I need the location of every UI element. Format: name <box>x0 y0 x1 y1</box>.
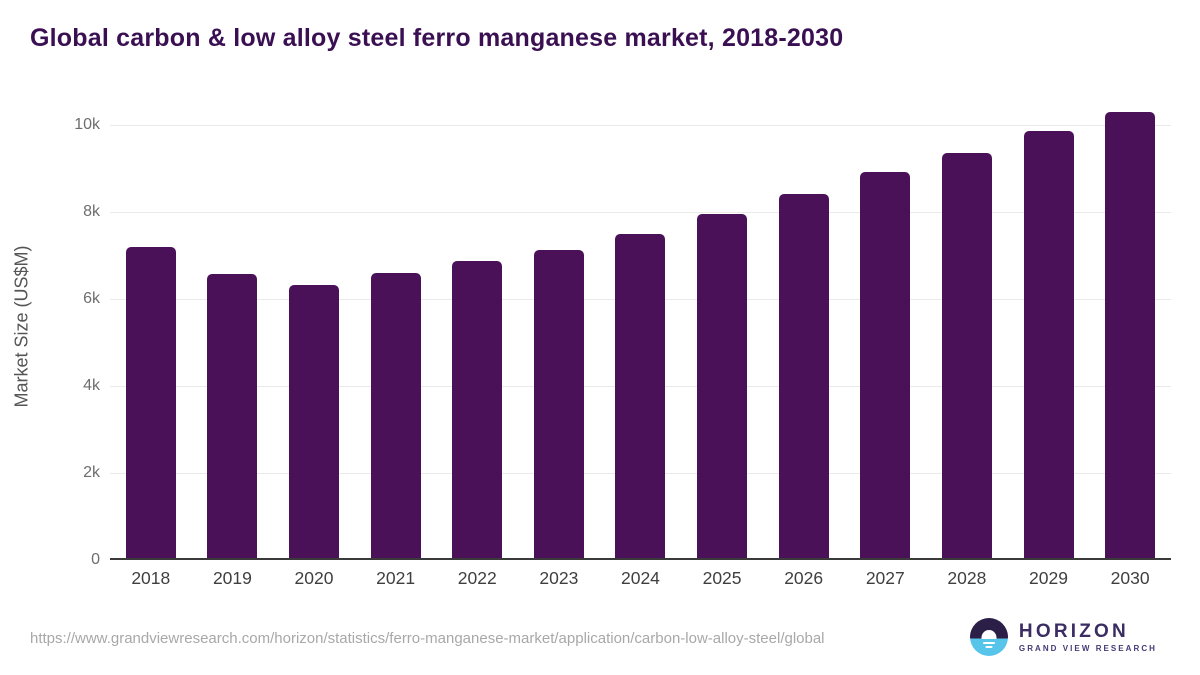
x-label-2020: 2020 <box>294 568 334 588</box>
bar-series <box>110 90 1171 560</box>
horizon-line-2 <box>985 645 993 648</box>
x-label-2019: 2019 <box>212 568 252 588</box>
bar-slot-2027 <box>844 90 926 560</box>
x-label-2022: 2022 <box>457 568 497 588</box>
x-label-2018: 2018 <box>131 568 171 588</box>
bar-2024[interactable] <box>615 233 666 560</box>
x-label-2028: 2028 <box>947 568 987 588</box>
bar-slot-2022 <box>436 90 518 560</box>
x-label-2025: 2025 <box>702 568 742 588</box>
bar-slot-2029 <box>1008 90 1090 560</box>
bar-2018[interactable] <box>125 246 176 560</box>
y-tick-label: 8k <box>83 202 100 220</box>
bar-2029[interactable] <box>1023 131 1074 560</box>
x-label-2027: 2027 <box>865 568 905 588</box>
x-axis-labels: 2018 2019 2020 2021 2022 2023 2024 2025 2026 2027… <box>110 568 1171 589</box>
horizon-sun-icon <box>969 618 1008 656</box>
bar-slot-2025 <box>681 90 763 560</box>
source-url: https://www.grandviewresearch.com/horizo… <box>30 630 825 647</box>
bar-slot-2024 <box>600 90 682 560</box>
sun-dome <box>981 630 997 639</box>
bar-2028[interactable] <box>941 153 992 560</box>
bar-2026[interactable] <box>778 193 829 560</box>
x-label-2024: 2024 <box>620 568 660 588</box>
bar-slot-2023 <box>518 90 600 560</box>
bar-slot-2028 <box>926 90 1008 560</box>
gridline <box>110 211 1171 213</box>
x-label-2030: 2030 <box>1110 568 1150 588</box>
bar-slot-2020 <box>273 90 355 560</box>
bar-slot-2026 <box>763 90 845 560</box>
bar-slot-2018 <box>110 90 192 560</box>
y-tick-label: 4k <box>83 376 100 394</box>
x-axis-line <box>110 558 1171 560</box>
chart-title: Global carbon & low alloy steel ferro ma… <box>30 24 844 52</box>
y-tick-label: 0 <box>91 551 100 568</box>
gridline <box>110 124 1171 126</box>
horizon-logo: HORIZON GRAND VIEW RESEARCH <box>969 618 1157 656</box>
bar-2027[interactable] <box>860 171 911 560</box>
y-tick-label: 10k <box>74 115 100 133</box>
y-tick-label: 2k <box>83 463 100 481</box>
y-axis-title: Market Size (US$M) <box>11 245 32 408</box>
bar-2021[interactable] <box>370 272 421 560</box>
x-label-2021: 2021 <box>376 568 416 588</box>
x-label-2023: 2023 <box>539 568 579 588</box>
logo-text: HORIZON GRAND VIEW RESEARCH <box>1018 620 1157 653</box>
logo-brand: HORIZON <box>1018 620 1129 642</box>
x-label-2029: 2029 <box>1029 568 1068 588</box>
bar-2022[interactable] <box>452 261 503 560</box>
bar-2025[interactable] <box>697 214 748 560</box>
bar-2019[interactable] <box>207 274 258 560</box>
bar-2023[interactable] <box>533 249 584 560</box>
bar-slot-2030 <box>1089 90 1171 560</box>
bar-2020[interactable] <box>289 285 340 560</box>
bar-2030[interactable] <box>1105 111 1156 560</box>
y-tick-label: 6k <box>83 289 100 307</box>
horizon-line-1 <box>982 641 995 644</box>
bar-slot-2021 <box>355 90 437 560</box>
bar-slot-2019 <box>192 90 274 560</box>
x-label-2026: 2026 <box>784 568 824 588</box>
logo-subbrand: GRAND VIEW RESEARCH <box>1018 643 1157 653</box>
